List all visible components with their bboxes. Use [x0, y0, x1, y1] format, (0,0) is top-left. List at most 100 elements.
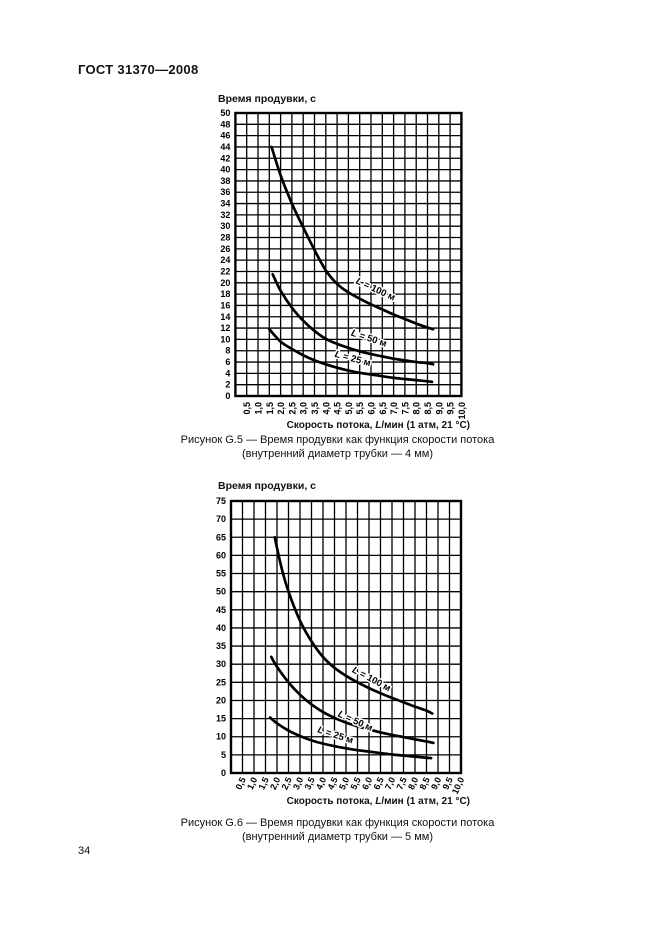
- chart2-x-axis-title: Скорость потока, L/мин (1 атм, 21 °C): [238, 796, 470, 807]
- chart1-x-label-prefix: Скорость потока,: [286, 420, 376, 431]
- svg-text:3,5: 3,5: [302, 776, 316, 792]
- svg-text:10,0: 10,0: [457, 402, 467, 420]
- svg-text:20: 20: [216, 695, 226, 705]
- svg-text:50: 50: [220, 108, 230, 118]
- svg-text:5,0: 5,0: [337, 776, 351, 792]
- svg-text:22: 22: [220, 266, 230, 276]
- svg-text:3,0: 3,0: [291, 776, 305, 792]
- svg-text:4: 4: [225, 368, 230, 378]
- svg-text:14: 14: [220, 312, 230, 322]
- svg-text:30: 30: [220, 221, 230, 231]
- svg-text:45: 45: [216, 605, 226, 615]
- chart1-x-label-suffix: /мин (1 атм, 21 °C): [381, 420, 470, 431]
- svg-text:6,0: 6,0: [367, 402, 377, 415]
- chart2-x-label-suffix: /мин (1 атм, 21 °C): [381, 796, 470, 807]
- svg-text:7,0: 7,0: [389, 402, 399, 415]
- svg-text:1,5: 1,5: [256, 776, 270, 792]
- svg-text:9,5: 9,5: [446, 402, 456, 415]
- chart1-x-axis-title: Скорость потока, L/мин (1 атм, 21 °C): [238, 420, 470, 431]
- svg-text:28: 28: [220, 233, 230, 243]
- svg-text:5,5: 5,5: [348, 776, 362, 792]
- svg-text:8,0: 8,0: [406, 776, 420, 792]
- svg-text:2,0: 2,0: [268, 776, 282, 792]
- svg-text:3,0: 3,0: [299, 402, 309, 415]
- svg-text:7,5: 7,5: [400, 402, 410, 415]
- svg-text:12: 12: [220, 323, 230, 333]
- svg-text:8,5: 8,5: [417, 776, 431, 792]
- svg-text:40: 40: [216, 623, 226, 633]
- svg-text:7,5: 7,5: [394, 776, 408, 792]
- svg-text:5: 5: [221, 750, 226, 760]
- svg-text:2: 2: [225, 380, 230, 390]
- svg-text:42: 42: [220, 153, 230, 163]
- svg-text:26: 26: [220, 244, 230, 254]
- svg-text:1,5: 1,5: [265, 402, 275, 415]
- svg-text:8,0: 8,0: [412, 402, 422, 415]
- svg-text:40: 40: [220, 165, 230, 175]
- chart1-y-axis-title: Время продувки, с: [218, 93, 317, 105]
- svg-text:25: 25: [216, 677, 226, 687]
- chart2-x-label-symbol: L: [375, 796, 382, 807]
- svg-text:70: 70: [216, 514, 226, 524]
- svg-text:24: 24: [220, 255, 230, 265]
- svg-text:44: 44: [220, 142, 230, 152]
- chart2-plot: 0 5 10 15 20 25 30 35 40 45 50 55 60 65 70 75 0,5 1,0 1,5 2…: [200, 486, 480, 818]
- svg-text:0: 0: [225, 391, 230, 401]
- svg-text:1,0: 1,0: [254, 402, 264, 415]
- svg-text:75: 75: [216, 496, 226, 506]
- svg-text:2,5: 2,5: [287, 402, 297, 415]
- svg-text:0,5: 0,5: [233, 776, 247, 792]
- svg-text:30: 30: [216, 659, 226, 669]
- svg-text:8,5: 8,5: [423, 402, 433, 415]
- svg-text:4,5: 4,5: [333, 402, 343, 415]
- svg-text:16: 16: [220, 300, 230, 310]
- chart1-x-label-symbol: L: [375, 420, 382, 431]
- chart1-plot: 0 2 4 6 8 10 12 14 16 18 20 22 24 26 28 30 32 34 36 38 40 42 4…: [200, 94, 480, 430]
- svg-text:4,5: 4,5: [325, 776, 339, 792]
- svg-text:60: 60: [216, 550, 226, 560]
- svg-text:6: 6: [225, 357, 230, 367]
- chart2-x-label-prefix: Скорость потока,: [286, 796, 376, 807]
- svg-text:2,5: 2,5: [279, 776, 293, 792]
- svg-text:3,5: 3,5: [310, 402, 320, 415]
- chart2-y-axis-title: Время продувки, с: [218, 480, 317, 492]
- figure-g6-caption: Рисунок G.6 — Время продувки как функция…: [70, 817, 605, 844]
- svg-text:46: 46: [220, 131, 230, 141]
- svg-text:35: 35: [216, 641, 226, 651]
- figure-g5-caption-line1: Рисунок G.5 — Время продувки как функция…: [180, 434, 495, 446]
- svg-text:4,0: 4,0: [314, 776, 328, 792]
- svg-text:9,0: 9,0: [434, 402, 444, 415]
- svg-text:15: 15: [216, 714, 226, 724]
- svg-text:1,0: 1,0: [245, 776, 259, 792]
- chart-canvas: 0510152025303540455055606570750,51,01,52…: [216, 496, 466, 796]
- svg-text:2,0: 2,0: [276, 402, 286, 415]
- svg-text:4,0: 4,0: [321, 402, 331, 415]
- svg-text:20: 20: [220, 278, 230, 288]
- svg-text:7,0: 7,0: [383, 776, 397, 792]
- svg-text:9,5: 9,5: [440, 776, 454, 792]
- svg-text:10,0: 10,0: [450, 776, 466, 796]
- svg-text:34: 34: [220, 199, 230, 209]
- svg-text:36: 36: [220, 187, 230, 197]
- svg-text:8: 8: [225, 346, 230, 356]
- svg-text:5,5: 5,5: [355, 402, 365, 415]
- svg-text:6,5: 6,5: [371, 776, 385, 792]
- svg-text:6,5: 6,5: [378, 402, 388, 415]
- chart-canvas: 0246810121416182022242628303234363840424…: [220, 108, 467, 420]
- figure-g6-caption-line2: (внутренний диаметр трубки — 5 мм): [241, 830, 434, 843]
- document-header: ГОСТ 31370—2008: [78, 62, 199, 77]
- svg-text:6,0: 6,0: [360, 776, 374, 792]
- figure-g6-caption-line1: Рисунок G.6 — Время продувки как функция…: [180, 817, 495, 829]
- svg-text:9,0: 9,0: [429, 776, 443, 792]
- svg-text:10: 10: [216, 732, 226, 742]
- svg-text:18: 18: [220, 289, 230, 299]
- svg-text:38: 38: [220, 176, 230, 186]
- svg-text:0,5: 0,5: [242, 402, 252, 415]
- svg-text:50: 50: [216, 587, 226, 597]
- figure-g5-caption-line2: (внутренний диаметр трубки — 4 мм): [241, 447, 434, 460]
- svg-text:5,0: 5,0: [344, 402, 354, 415]
- svg-text:10: 10: [220, 334, 230, 344]
- svg-text:55: 55: [216, 569, 226, 579]
- figure-g5-caption: Рисунок G.5 — Время продувки как функция…: [70, 434, 605, 461]
